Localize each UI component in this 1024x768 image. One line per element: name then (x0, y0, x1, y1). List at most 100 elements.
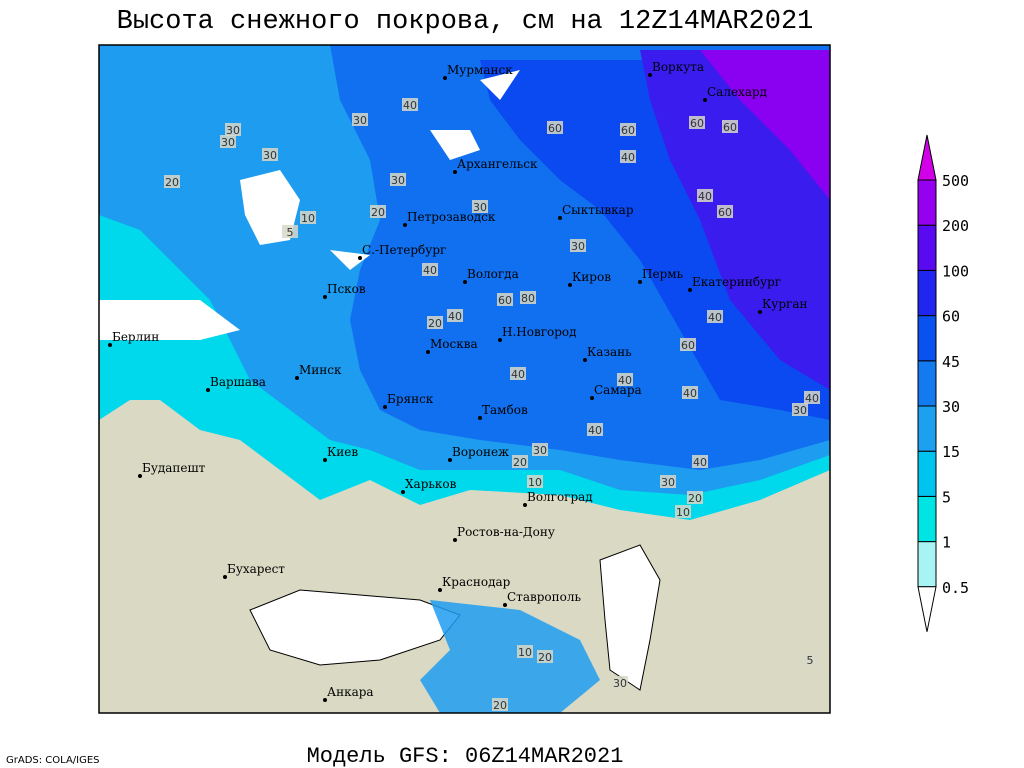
contour-label: 30 (221, 136, 235, 149)
city-label: Пермь (642, 267, 684, 281)
contour-label-box (520, 291, 536, 304)
city-dot (478, 416, 482, 420)
contour-label: 40 (588, 424, 602, 437)
colorbar-label: 5 (942, 488, 951, 506)
city-label: Воркута (652, 60, 704, 74)
city-dot (295, 376, 299, 380)
contour-label: 60 (498, 294, 512, 307)
contour-label: 40 (618, 374, 632, 387)
city-dot (358, 256, 362, 260)
contour-label: 40 (683, 387, 697, 400)
contour-label-box (680, 338, 696, 351)
city-dot (206, 388, 210, 392)
contour-label: 40 (511, 368, 525, 381)
city-label: Минск (299, 363, 342, 377)
city-label: Ростов-на-Дону (457, 525, 555, 539)
city-label: Мурманск (447, 63, 513, 77)
city-label: Казань (587, 345, 632, 359)
city-dot (638, 280, 642, 284)
contour-label-box (587, 423, 603, 436)
city-label: Тамбов (482, 403, 528, 417)
contour-label-box (352, 113, 368, 126)
city-label: Брянск (387, 392, 434, 406)
colorbar-label: 60 (942, 308, 960, 326)
contour-label-box (697, 189, 713, 202)
contour-label: 20 (371, 206, 385, 219)
colorbar-box (917, 360, 937, 407)
contour-label: 40 (708, 311, 722, 324)
contour-label-box (804, 391, 820, 404)
city-label: Воронеж (452, 445, 509, 459)
contour-label-box (427, 316, 443, 329)
contour-label: 10 (676, 506, 690, 519)
contour-label: 40 (805, 392, 819, 405)
city-label: Сыктывкар (562, 203, 634, 217)
title: Высота снежного покрова, см на 12Z14MAR2… (117, 7, 814, 37)
contour-label-box (512, 455, 528, 468)
contour-label: 20 (513, 456, 527, 469)
contour-label-box (802, 653, 818, 666)
city-label: Москва (430, 337, 478, 351)
city-dot (138, 474, 142, 478)
baltic-sea (99, 170, 370, 340)
city-dot (648, 73, 652, 77)
contour-label: 30 (613, 677, 627, 690)
contour-label: 5 (807, 654, 814, 667)
contour-label-box (620, 150, 636, 163)
colorbar-box (917, 179, 937, 226)
contour-label: 30 (353, 114, 367, 127)
contour-label-box (164, 175, 180, 188)
contour-label-box (370, 205, 386, 218)
colorbar-box (917, 269, 937, 317)
colorbar-label: 500 (942, 172, 969, 190)
credit: GrADS: COLA/IGES (6, 755, 100, 766)
contour-label-box (225, 123, 241, 136)
contour-label-box (617, 373, 633, 386)
contour-label-box (510, 367, 526, 380)
contour-label: 40 (698, 190, 712, 203)
contour-label-box (517, 645, 533, 658)
contour-label-box (402, 98, 418, 111)
contour-label-box (497, 293, 513, 306)
city-label: Ставрополь (507, 590, 581, 604)
contour-label: 40 (403, 99, 417, 112)
contour-label-box (682, 386, 698, 399)
contour-label: 30 (571, 240, 585, 253)
contour-label: 10 (518, 646, 532, 659)
contour-label-box (692, 455, 708, 468)
city-label: Будапешт (142, 461, 206, 475)
contour-label: 30 (661, 476, 675, 489)
colorbar-box (917, 495, 937, 543)
contour-label-box (447, 309, 463, 322)
city-dot (323, 698, 327, 702)
contour-label-box (792, 403, 808, 416)
contour-label: 30 (391, 174, 405, 187)
contour-label-box (532, 443, 548, 456)
city-label: Киров (572, 270, 611, 284)
colorbar-label: 15 (942, 443, 960, 461)
city-label: Варшава (210, 375, 266, 389)
city-label: Петрозаводск (407, 210, 496, 224)
contour-label: 60 (621, 124, 635, 137)
colorbar-label: 30 (942, 398, 960, 416)
city-label: Екатеринбург (692, 275, 781, 289)
city-dot (426, 350, 430, 354)
contour-label: 30 (226, 124, 240, 137)
city-label: Курган (762, 297, 807, 311)
city-dot (403, 223, 407, 227)
contour-label-box (717, 205, 733, 218)
subtitle: Модель GFS: 06Z14MAR2021 (307, 744, 624, 768)
colorbar-box (917, 224, 937, 271)
contour-label: 60 (690, 117, 704, 130)
city-dot (498, 338, 502, 342)
city-dot (583, 358, 587, 362)
city-label: Архангельск (457, 157, 538, 171)
contour-label: 30 (473, 201, 487, 214)
city-dot (503, 603, 507, 607)
city-label: Бухарест (227, 562, 285, 576)
contour-label: 40 (423, 264, 437, 277)
contour-label: 60 (681, 339, 695, 352)
city-dot (590, 396, 594, 400)
contour-label-box (722, 120, 738, 133)
